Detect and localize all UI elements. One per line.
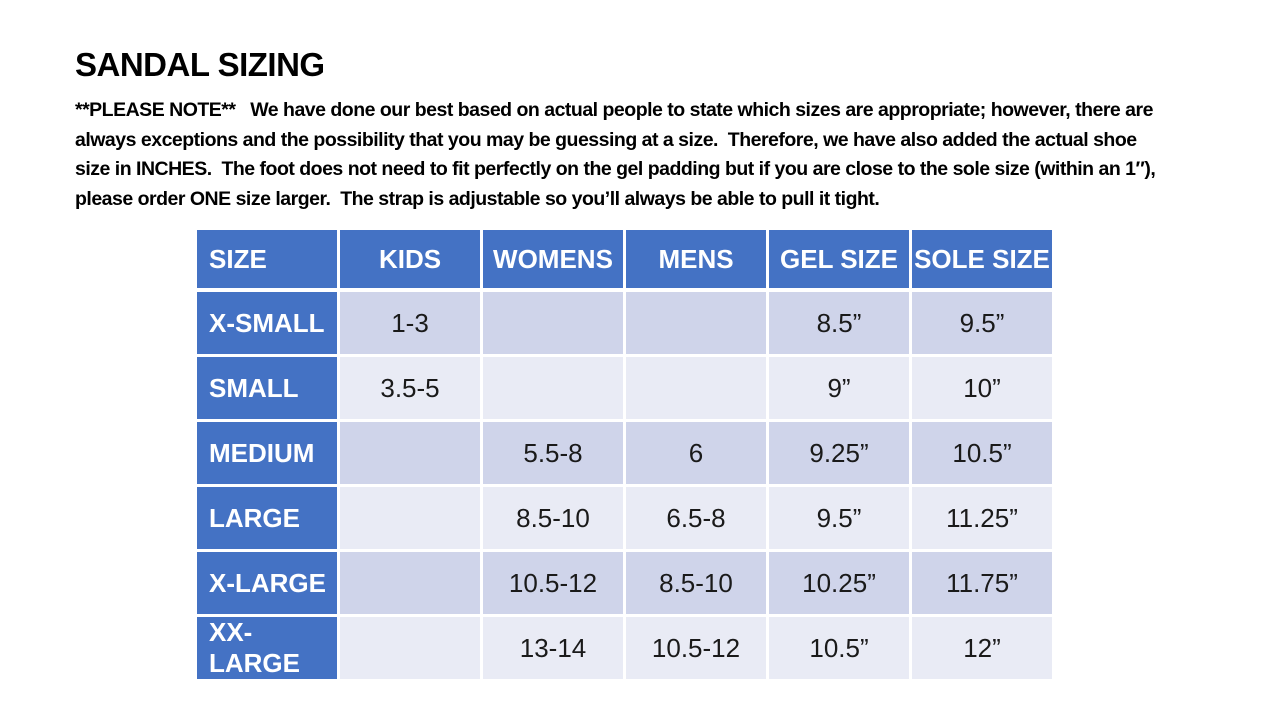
table-cell xyxy=(340,552,483,617)
table-cell: 3.5-5 xyxy=(340,357,483,422)
table-cell: 10.5-12 xyxy=(483,552,626,617)
table-cell: 8.5-10 xyxy=(626,552,769,617)
column-header-womens: WOMENS xyxy=(483,230,626,292)
table-cell xyxy=(483,292,626,357)
note-line: **PLEASE NOTE** We have done our best ba… xyxy=(75,99,1153,121)
table-row: X-LARGE 10.5-12 8.5-10 10.25” 11.75” xyxy=(197,552,1055,617)
column-header-size: SIZE xyxy=(197,230,340,292)
table-cell: 6.5-8 xyxy=(626,487,769,552)
table-cell: 8.5-10 xyxy=(483,487,626,552)
table-cell: 10.5-12 xyxy=(626,617,769,682)
table-cell: 9” xyxy=(769,357,912,422)
table-cell: 5.5-8 xyxy=(483,422,626,487)
table-cell: 9.5” xyxy=(769,487,912,552)
page-title: SANDAL SIZING xyxy=(75,46,325,83)
row-label: MEDIUM xyxy=(197,422,340,487)
table-cell xyxy=(483,357,626,422)
row-label: SMALL xyxy=(197,357,340,422)
sizing-note: **PLEASE NOTE** We have done our best ba… xyxy=(75,96,1156,214)
table-cell xyxy=(340,487,483,552)
note-line: please order ONE size larger. The strap … xyxy=(75,187,880,210)
table-row: SMALL 3.5-5 9” 10” xyxy=(197,357,1055,422)
table-cell: 6 xyxy=(626,422,769,487)
table-cell: 9.5” xyxy=(912,292,1055,357)
column-header-kids: KIDS xyxy=(340,230,483,292)
column-header-sole-size: SOLE SIZE xyxy=(912,230,1055,292)
row-label: LARGE xyxy=(197,487,340,552)
table-row: MEDIUM 5.5-8 6 9.25” 10.5” xyxy=(197,422,1055,487)
table-cell: 11.75” xyxy=(912,552,1055,617)
table-cell: 11.25” xyxy=(912,487,1055,552)
table-cell: 13-14 xyxy=(483,617,626,682)
row-label: XX-LARGE xyxy=(197,617,340,682)
note-line: always exceptions and the possibility th… xyxy=(75,128,1137,151)
table-row: LARGE 8.5-10 6.5-8 9.5” 11.25” xyxy=(197,487,1055,552)
row-label: X-LARGE xyxy=(197,552,340,617)
table-cell: 9.25” xyxy=(769,422,912,487)
sizing-table: SIZE KIDS WOMENS MENS GEL SIZE SOLE SIZE X-SMA… xyxy=(197,230,1055,682)
table-row: X-SMALL 1-3 8.5” 9.5” xyxy=(197,292,1055,357)
table-cell xyxy=(340,617,483,682)
table-cell: 10.5” xyxy=(769,617,912,682)
note-line: size in INCHES. The foot does not need t… xyxy=(75,158,1156,180)
table-cell: 12” xyxy=(912,617,1055,682)
table-cell xyxy=(626,357,769,422)
table-row: XX-LARGE 13-14 10.5-12 10.5” 12” xyxy=(197,617,1055,682)
table-cell xyxy=(626,292,769,357)
column-header-mens: MENS xyxy=(626,230,769,292)
table-cell: 10” xyxy=(912,357,1055,422)
table-cell: 10.25” xyxy=(769,552,912,617)
table-cell: 1-3 xyxy=(340,292,483,357)
table-cell xyxy=(340,422,483,487)
table-cell: 8.5” xyxy=(769,292,912,357)
header-row: SIZE KIDS WOMENS MENS GEL SIZE SOLE SIZE xyxy=(197,230,1055,292)
row-label: X-SMALL xyxy=(197,292,340,357)
table-cell: 10.5” xyxy=(912,422,1055,487)
column-header-gel-size: GEL SIZE xyxy=(769,230,912,292)
